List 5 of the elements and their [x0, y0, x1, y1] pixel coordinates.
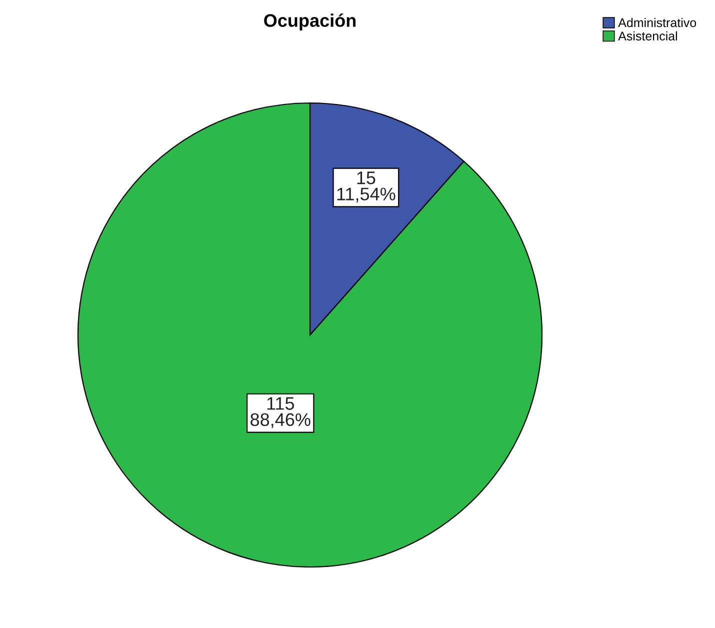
data-label: 15 11,54%	[337, 172, 396, 203]
legend-label: Administrativo	[618, 18, 696, 28]
data-label: 115 88,46%	[250, 397, 310, 428]
chart-title: Ocupación	[264, 14, 356, 30]
legend-label: Asistencial	[618, 31, 678, 40]
